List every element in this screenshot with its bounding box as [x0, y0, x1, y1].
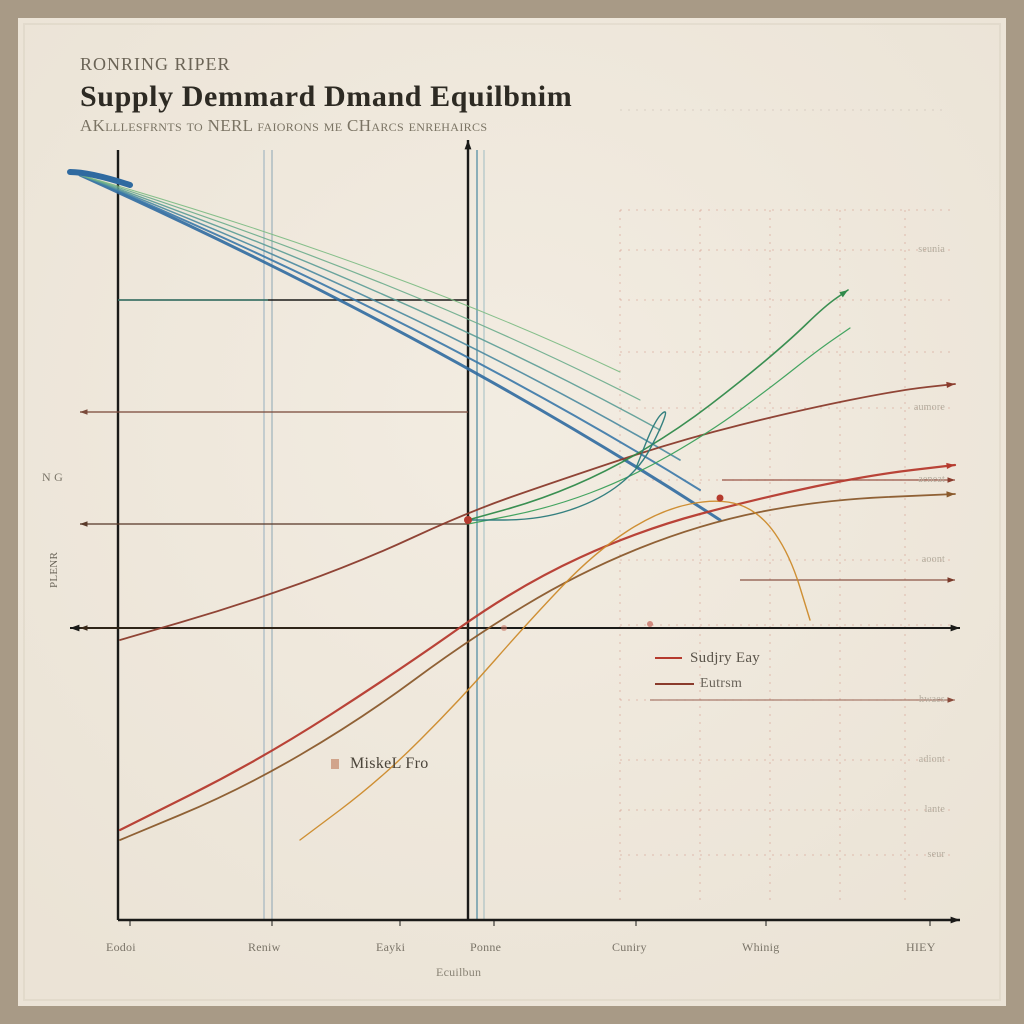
chart-svg	[0, 0, 1024, 1024]
chart-frame: RONRING RIPERSupply Demmard Dmand Equilb…	[0, 0, 1024, 1024]
